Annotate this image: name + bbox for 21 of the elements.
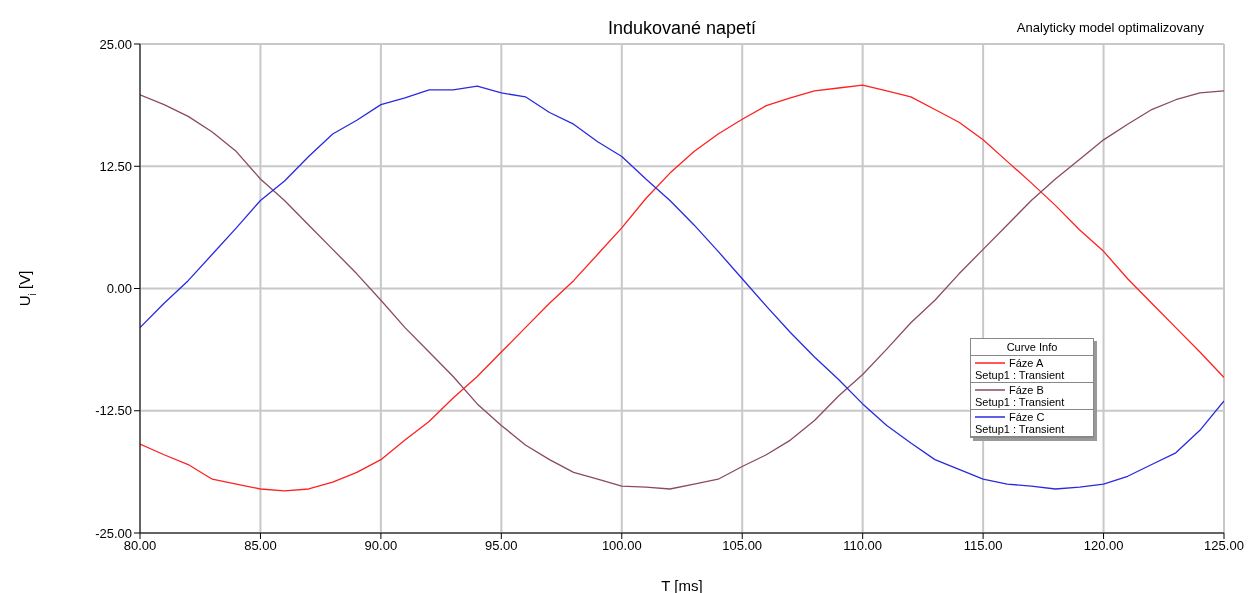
y-tick-label: 0.00 xyxy=(106,281,132,297)
y-tick-label: -25.00 xyxy=(95,525,132,541)
x-tick-label: 110.00 xyxy=(843,538,883,554)
x-tick-label: 100.00 xyxy=(601,538,642,554)
x-tick-label: 125.00 xyxy=(1204,538,1244,554)
x-tick-label: 80.00 xyxy=(123,538,157,554)
y-tick-label: -12.50 xyxy=(95,403,132,419)
x-tick-label: 95.00 xyxy=(485,538,518,554)
legend-title: Curve Info xyxy=(971,339,1093,356)
x-tick-label: 85.00 xyxy=(244,538,277,554)
y-tick-label: 25.00 xyxy=(99,36,132,52)
x-tick-label: 105.00 xyxy=(722,538,763,554)
legend-label: Fáze B Setup1 : Transient xyxy=(975,384,1066,408)
y-tick-label: 12.50 xyxy=(99,158,132,174)
x-tick-label: 120.00 xyxy=(1083,538,1124,554)
x-tick-label: 90.00 xyxy=(364,538,398,554)
x-tick-label: 115.00 xyxy=(963,538,1003,554)
text: Analyticky model optimalizovany xyxy=(1016,20,1205,35)
chart-title: Indukované napetí xyxy=(607,18,757,38)
legend-label: Fáze A Setup1 : Transient xyxy=(975,357,1066,381)
legend-label: Fáze C Setup1 : Transient xyxy=(975,411,1066,435)
